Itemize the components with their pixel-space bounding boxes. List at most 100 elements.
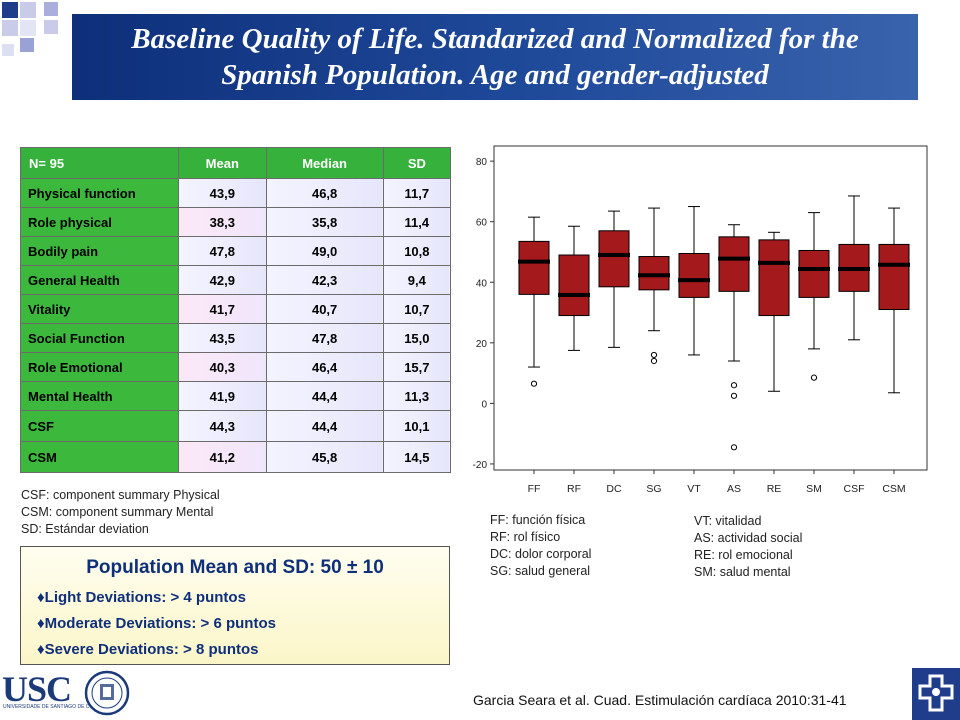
x-tick-label: RE [767,483,782,495]
table-row: Vitality 41,7 40,7 10,7 [20,294,452,324]
x-tick-label: VT [687,483,701,495]
legend-ff: FF: función física [490,513,586,527]
table-row: General Health 42,9 42,3 9,4 [20,265,452,295]
row-label: CSM [20,441,179,473]
usc-subtext: UNIVERSIDADE DE SANTIAGO DE COMPOSTELA [3,704,121,710]
row-label: Bodily pain [20,236,179,266]
x-tick-label: CSF [844,483,865,495]
sd-cell: 15,7 [382,352,452,382]
note-sd: SD: Estándar deviation [21,522,149,536]
sd-cell: 10,7 [382,294,452,324]
stats-table: N= 95 Mean Median SD Physical function 4… [20,147,452,473]
x-tick-label: RF [567,483,581,495]
x-tick-label: SG [646,483,661,495]
sd-cell: 11,7 [382,178,452,208]
mean-cell: 40,3 [178,352,267,382]
median-cell: 44,4 [265,410,384,442]
box-as [718,236,750,292]
population-box: Population Mean and SD: 50 ± 10 ♦Light D… [20,546,450,665]
legend-rf: RF: rol físico [490,530,561,544]
y-tick-label: 80 [476,157,488,168]
outlier-point [650,351,658,359]
header-mean: Mean [178,147,267,179]
y-tick-label: 40 [476,278,488,289]
row-label: Role physical [20,207,179,237]
legend-right: VT: vitalidad AS: actividad social RE: r… [694,513,802,581]
median-cell: 46,4 [265,352,384,382]
median-cell: 47,8 [265,323,384,353]
y-tick-label: 60 [476,218,488,229]
usc-logo-subtext: UNIVERSIDADE DE SANTIAGO DE COMPOSTELA [3,704,121,710]
outlier-point [530,380,538,387]
legend-left: FF: función física RF: rol físico DC: do… [490,512,591,580]
title-banner: Baseline Quality of Life. Standarized an… [72,14,918,100]
y-tick-label: 20 [476,339,488,350]
row-label: Vitality [20,294,179,324]
row-label: Role Emotional [20,352,179,382]
box-dc [598,230,630,288]
row-label: General Health [20,265,179,295]
table-row: Mental Health 41,9 44,4 11,3 [20,381,452,411]
legend-vt: VT: vitalidad [694,514,762,528]
row-label: CSF [20,410,179,442]
mean-cell: 41,9 [178,381,267,411]
median-cell: 49,0 [265,236,384,266]
x-tick-label: CSM [882,483,905,495]
usc-logo-text: USC [2,669,72,709]
title-line-2: Spanish Population. Age and gender-adjus… [221,59,769,91]
population-item-severe: ♦Severe Deviations: > 8 puntos [37,641,259,658]
mean-cell: 44,3 [178,410,267,442]
row-label: Physical function [20,178,179,208]
box-sm [798,249,830,298]
table-row: Social Function 43,5 47,8 15,0 [20,323,452,353]
x-tick-label: SM [806,483,822,495]
boxplot-chart: -20 0 20 40 60 80 FF RF DC SG VT AS RE SM CSF CSM [473,145,928,495]
legend-re: RE: rol emocional [694,548,793,562]
x-tick-label: DC [606,483,622,495]
legend-as: AS: actividad social [694,531,803,545]
table-notes: CSF: component summary Physical CSM: com… [21,487,220,538]
legend-dc: DC: dolor corporal [490,547,592,561]
population-item-moderate: ♦Moderate Deviations: > 6 puntos [37,615,276,632]
outlier-point [730,392,738,399]
sd-cell: 11,4 [382,207,452,237]
median-cell: 35,8 [265,207,384,237]
outlier-point [730,444,738,451]
sd-cell: 10,8 [382,236,452,266]
sd-cell: 9,4 [382,265,452,295]
median-cell: 46,8 [265,178,384,208]
median-cell: 42,3 [265,265,384,295]
population-title: Population Mean and SD: 50 ± 10 [86,557,384,578]
table-row: Bodily pain 47,8 49,0 10,8 [20,236,452,266]
sd-cell: 15,0 [382,323,452,353]
header-n: N= 95 [20,147,179,179]
sd-cell: 10,1 [382,410,452,442]
header-median: Median [265,147,384,179]
population-item-light: ♦Light Deviations: > 4 puntos [37,589,246,606]
mean-cell: 43,5 [178,323,267,353]
legend-sm: SM: salud mental [694,565,791,579]
table-row: Role physical 38,3 35,8 11,4 [20,207,452,237]
box-sg [638,256,670,291]
box-re [758,239,790,317]
corner-decoration [0,0,72,60]
y-tick-label: -20 [473,460,488,471]
median-cell: 45,8 [265,441,384,473]
cross-logo-icon [912,668,960,720]
mean-cell: 47,8 [178,236,267,266]
citation: Garcia Seara et al. Cuad. Estimulación c… [473,692,847,708]
median-cell: 40,7 [265,294,384,324]
note-csm: CSM: component summary Mental [21,505,214,519]
note-csf: CSF: component summary Physical [21,488,220,502]
mean-cell: 42,9 [178,265,267,295]
box-csm [878,243,910,311]
median-cell: 44,4 [265,381,384,411]
table-row: CSM 41,2 45,8 14,5 [20,441,452,473]
university-seal-icon [84,670,130,716]
legend-sg: SG: salud general [490,564,591,578]
x-tick-label: FF [528,483,541,495]
mean-cell: 38,3 [178,207,267,237]
mean-cell: 41,7 [178,294,267,324]
row-label: Social Function [20,323,179,353]
outlier-point [810,374,818,381]
